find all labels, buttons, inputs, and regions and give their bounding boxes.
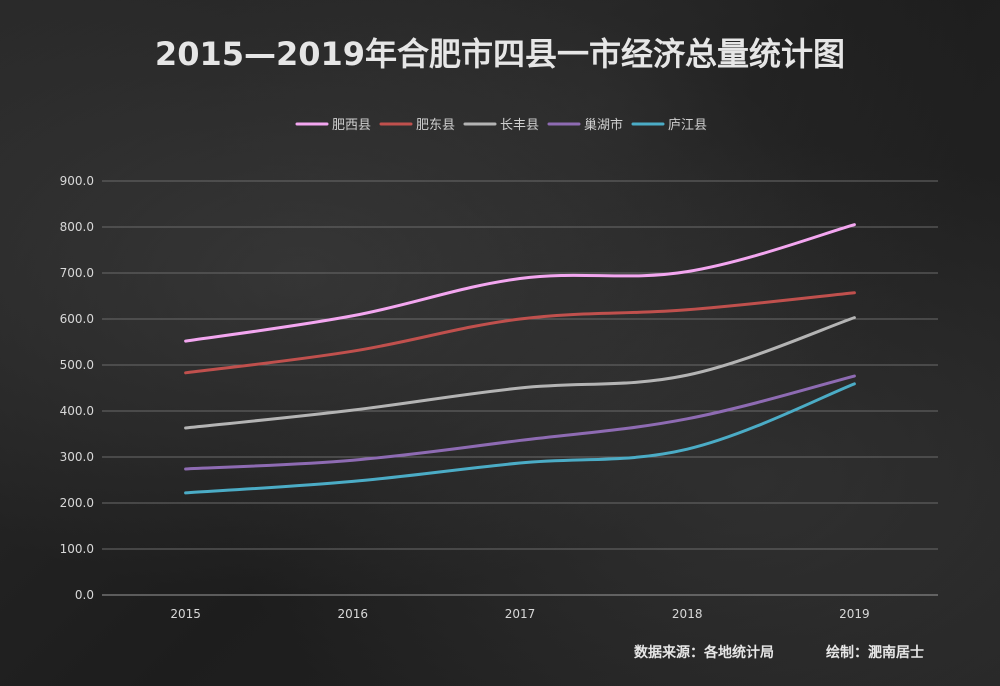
- series-line: [184, 374, 856, 471]
- x-tick-label: 2016: [338, 607, 369, 621]
- series-line: [184, 223, 856, 343]
- y-tick-label: 0.0: [75, 588, 94, 602]
- series-line: [184, 382, 856, 495]
- y-tick-label: 900.0: [60, 174, 94, 188]
- series-lines: [184, 223, 856, 495]
- chart-title: 2015—2019年合肥市四县一市经济总量统计图: [155, 35, 845, 73]
- source-note: 数据来源：各地统计局: [634, 644, 774, 661]
- y-tick-label: 800.0: [60, 220, 94, 234]
- y-tick-label: 600.0: [60, 312, 94, 326]
- y-tick-label: 500.0: [60, 358, 94, 372]
- y-axis: 0.0 100.0 200.0 300.0 400.0 500.0 600.0 700.0 80…: [60, 174, 94, 602]
- x-tick-label: 2015: [170, 607, 201, 621]
- legend: 肥西县 肥东县 长丰县 巢湖市 庐江县: [295, 117, 707, 133]
- legend-label: 肥西县: [332, 118, 371, 133]
- x-tick-label: 2017: [505, 607, 536, 621]
- legend-label: 巢湖市: [584, 117, 623, 133]
- x-axis: 2015 2016 2017 2018 2019: [170, 607, 869, 621]
- y-tick-label: 700.0: [60, 266, 94, 280]
- legend-label: 长丰县: [500, 118, 539, 133]
- y-tick-label: 200.0: [60, 496, 94, 510]
- y-tick-label: 300.0: [60, 450, 94, 464]
- series-line: [184, 291, 856, 375]
- x-tick-label: 2018: [672, 607, 703, 621]
- legend-label: 庐江县: [668, 118, 707, 133]
- author-note: 绘制：淝南居士: [826, 644, 924, 661]
- series-line: [184, 316, 856, 430]
- y-tick-label: 400.0: [60, 404, 94, 418]
- y-tick-label: 100.0: [60, 542, 94, 556]
- legend-label: 肥东县: [416, 118, 455, 133]
- x-tick-label: 2019: [839, 607, 870, 621]
